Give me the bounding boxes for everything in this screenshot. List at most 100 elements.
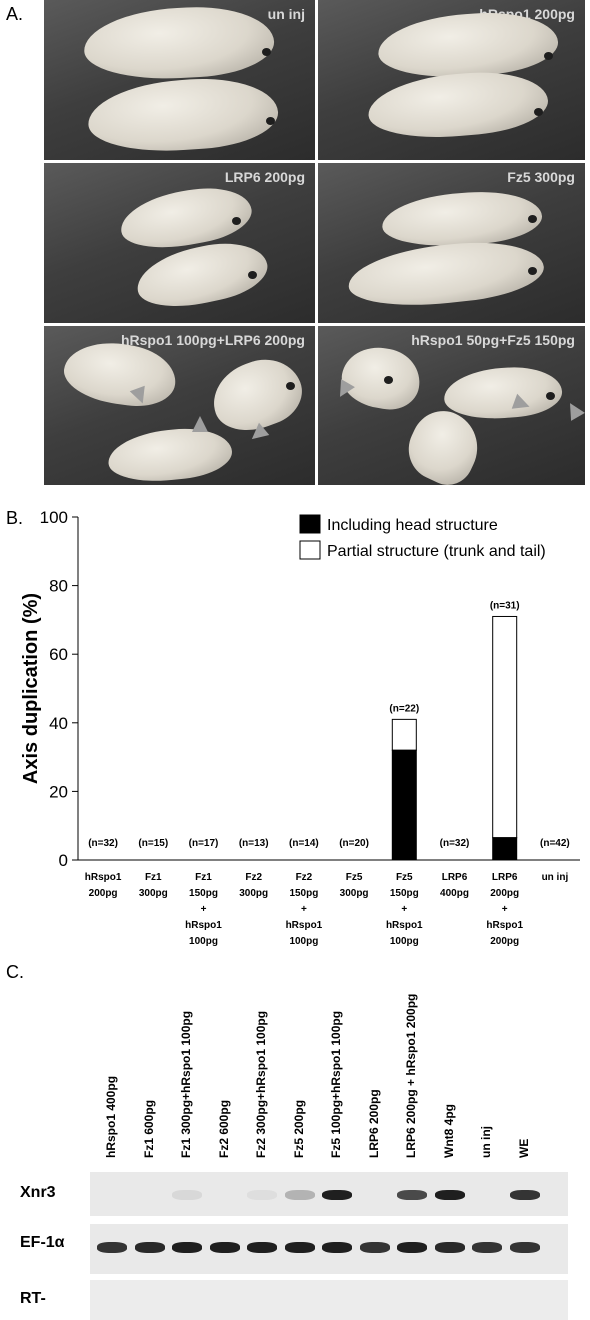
gel-row-label-ef1a: EF-1α (20, 1234, 65, 1251)
gel-strip-ef1a (90, 1224, 568, 1274)
gel-band-xnr3 (322, 1190, 352, 1200)
category-label: 150pg (289, 888, 318, 899)
legend-swatch (299, 540, 321, 560)
gel-band-xnr3 (247, 1190, 277, 1200)
photo-un-inj: un inj (44, 0, 315, 160)
category-label: 100pg (289, 936, 318, 947)
category-label: 300pg (239, 888, 268, 899)
photo-hrspo1-200: hRspo1 200pg (318, 0, 585, 160)
gel-band-xnr3 (397, 1190, 427, 1200)
gel-band-ef1a (472, 1242, 502, 1253)
lane-label: Fz2 300pg+hRspo1 100pg (254, 1010, 268, 1158)
category-label: Fz5 (396, 872, 413, 883)
y-tick-label: 60 (49, 645, 68, 664)
gel-band-xnr3 (509, 1190, 540, 1200)
lane-label: LRP6 200pg (366, 1089, 381, 1158)
gel-band-ef1a (284, 1242, 315, 1253)
photo-label: Fz5 300pg (507, 169, 575, 185)
gel-band-xnr3 (284, 1190, 315, 1200)
category-label: hRspo1 (286, 920, 323, 931)
n-label: (n=32) (88, 838, 118, 849)
photo-lrp6-200: LRP6 200pg (44, 163, 315, 323)
lane-label: LRP6 200pg + hRspo1 200pg (404, 993, 418, 1158)
category-label: 400pg (440, 888, 469, 899)
gel-band-ef1a (134, 1242, 165, 1253)
embryo (365, 66, 551, 144)
lane-label: Fz2 600pg (216, 1099, 231, 1158)
embryo (442, 363, 564, 423)
gel-band-ef1a (509, 1242, 540, 1253)
bar-partial-structure (492, 615, 518, 839)
gel-band-ef1a (97, 1242, 127, 1253)
category-label: 200pg (490, 888, 519, 899)
n-label: (n=31) (490, 600, 520, 611)
embryo-eye (248, 271, 257, 279)
embryo (345, 234, 547, 314)
photo-label: un inj (267, 6, 305, 22)
lane-label: un inj (479, 1126, 493, 1158)
embryo-eye (232, 217, 241, 225)
embryo-eye (544, 52, 553, 60)
lane-label: Fz5 100pg+hRspo1 100pg (329, 1010, 343, 1158)
y-tick-label: 0 (59, 851, 68, 870)
bar-including-head (492, 837, 518, 861)
photo-label: hRspo1 100pg+LRP6 200pg (120, 332, 305, 348)
embryo-eye (534, 108, 543, 116)
category-label: 100pg (189, 936, 218, 947)
category-label: Fz1 (195, 872, 212, 883)
n-label: (n=42) (540, 838, 570, 849)
category-label: Fz2 (296, 872, 313, 883)
gel-row-label-rt-minus: RT- (20, 1290, 46, 1307)
category-label: hRspo1 (85, 872, 122, 883)
category-label: 150pg (189, 888, 218, 899)
chart-svg: 0 20 40 60 80 100 Axis duplication (%) (n=32) hR… (20, 508, 580, 947)
gel-band-ef1a (397, 1242, 427, 1253)
gel-band-ef1a (172, 1242, 202, 1253)
category-label: hRspo1 (486, 920, 523, 931)
lane-label: Fz1 300pg+hRspo1 100pg (179, 1010, 193, 1158)
y-tick-label: 100 (40, 508, 68, 527)
category-label: LRP6 (492, 872, 518, 883)
gel-band-xnr3 (434, 1190, 465, 1200)
gel-strip-xnr3 (90, 1172, 568, 1216)
arrowhead-icon (192, 416, 208, 432)
y-axis-title: Axis duplication (%) (20, 593, 42, 784)
category-label: Fz5 (346, 872, 363, 883)
category-label: un inj (542, 872, 569, 883)
gel-band-ef1a (434, 1242, 465, 1253)
embryo-eye (528, 215, 537, 223)
rt-pcr-gel-panel: hRspo1 400pg Fz1 600pg Fz1 300pg+hRspo1 10… (0, 960, 590, 1320)
embryo-eye (286, 382, 295, 390)
photo-fz5-300: Fz5 300pg (318, 163, 585, 323)
category-label: + (401, 904, 407, 915)
photo-hrspo1-lrp6: hRspo1 100pg+LRP6 200pg (44, 326, 315, 485)
embryo (105, 423, 235, 485)
lane-label: hRspo1 400pg (104, 1075, 118, 1158)
lane-label: Fz1 600pg (141, 1099, 156, 1158)
n-label: (n=14) (289, 838, 319, 849)
bar-partial-structure (391, 718, 417, 751)
legend-label: Partial structure (trunk and tail) (327, 543, 546, 560)
embryo (82, 3, 276, 83)
gel-band-ef1a (322, 1242, 352, 1253)
category-label: + (301, 904, 307, 915)
gel-band-ef1a (359, 1242, 390, 1253)
category-label: 100pg (390, 936, 419, 947)
panel-b-letter: B. (6, 508, 24, 528)
panel-c-letter: C. (6, 962, 24, 982)
gel-strip-rt-minus (90, 1280, 568, 1320)
n-label: (n=15) (138, 838, 168, 849)
category-label: Fz1 (145, 872, 162, 883)
category-label: LRP6 (442, 872, 468, 883)
gel-band-xnr3 (172, 1190, 202, 1200)
embryo-eye (384, 376, 393, 384)
category-label: + (201, 904, 207, 915)
category-label: hRspo1 (185, 920, 222, 931)
embryo (376, 7, 560, 83)
gel-band-ef1a (247, 1242, 277, 1253)
n-label: (n=13) (239, 838, 269, 849)
category-label: Fz2 (245, 872, 262, 883)
y-tick-label: 80 (49, 577, 68, 596)
embryo (337, 341, 425, 415)
photo-hrspo1-fz5: hRspo1 50pg+Fz5 150pg (318, 326, 585, 485)
